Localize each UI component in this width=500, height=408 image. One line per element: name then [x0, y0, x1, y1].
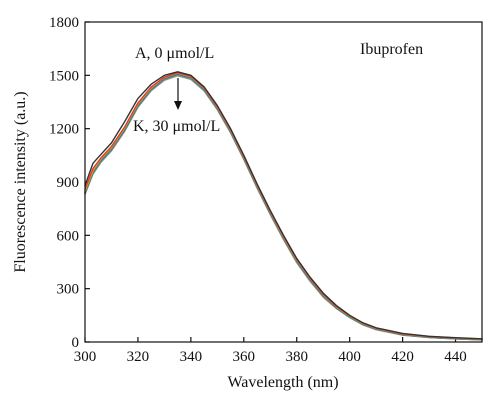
series-line [84, 72, 483, 340]
x-tick-label: 420 [391, 349, 414, 365]
series-line [84, 73, 483, 341]
y-tick-label: 300 [57, 282, 80, 298]
series-line [84, 73, 483, 341]
y-tick-label: 1500 [49, 68, 79, 84]
x-tick-label: 380 [285, 349, 308, 365]
axis-ticks: 300 320 340 360 380 400 420 4400300600900120015… [49, 15, 467, 365]
x-tick-label: 320 [127, 349, 150, 365]
annotation-title: Ibuprofen [360, 41, 423, 58]
x-tick-label: 300 [74, 349, 97, 365]
x-tick-label: 400 [338, 349, 361, 365]
series-line [84, 72, 483, 341]
x-tick-label: 340 [180, 349, 203, 365]
y-tick-label: 600 [57, 228, 80, 244]
series-line [84, 71, 483, 340]
series-line [84, 71, 483, 340]
series-lines [84, 71, 483, 341]
series-line [84, 74, 483, 341]
annotation-bottom: K, 30 μmol/L [133, 118, 220, 135]
arrow-head [174, 101, 182, 110]
series-line [84, 74, 483, 341]
x-tick-label: 360 [233, 349, 256, 365]
annotation-top: A, 0 μmol/L [135, 45, 214, 62]
y-tick-label: 1200 [49, 122, 79, 138]
y-tick-label: 1800 [49, 15, 79, 31]
y-tick-label: 0 [72, 335, 80, 351]
series-line [84, 73, 483, 341]
x-axis-title: Wavelength (nm) [227, 374, 338, 391]
series-line [84, 75, 483, 341]
x-tick-label: 440 [444, 349, 467, 365]
y-axis-title: Fluorescence intensity (a.u.) [12, 91, 29, 272]
y-tick-label: 900 [57, 175, 80, 191]
series-line [84, 74, 483, 341]
plot-frame [84, 21, 483, 343]
